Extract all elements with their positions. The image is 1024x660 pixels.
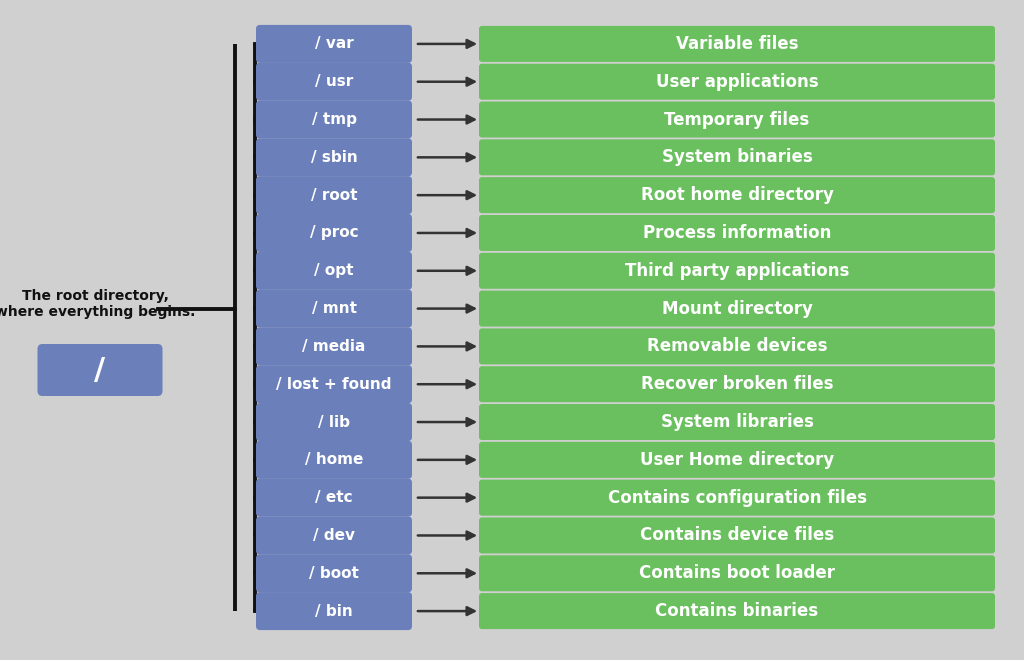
Text: / etc: / etc — [315, 490, 353, 505]
Text: Mount directory: Mount directory — [662, 300, 812, 317]
Text: / tmp: / tmp — [311, 112, 356, 127]
Text: / mnt: / mnt — [311, 301, 356, 316]
Text: / lib: / lib — [318, 414, 350, 430]
FancyBboxPatch shape — [479, 102, 995, 137]
FancyBboxPatch shape — [479, 366, 995, 402]
Text: / opt: / opt — [314, 263, 353, 279]
FancyBboxPatch shape — [256, 478, 412, 517]
FancyBboxPatch shape — [38, 344, 163, 396]
Text: Temporary files: Temporary files — [665, 110, 810, 129]
FancyBboxPatch shape — [256, 100, 412, 139]
FancyBboxPatch shape — [256, 327, 412, 366]
FancyBboxPatch shape — [479, 404, 995, 440]
Text: / bin: / bin — [315, 604, 353, 618]
Text: Contains binaries: Contains binaries — [655, 602, 818, 620]
Text: / usr: / usr — [314, 74, 353, 89]
Text: / proc: / proc — [309, 226, 358, 240]
FancyBboxPatch shape — [256, 592, 412, 630]
Text: Contains boot loader: Contains boot loader — [639, 564, 835, 582]
FancyBboxPatch shape — [479, 517, 995, 554]
Text: / var: / var — [314, 36, 353, 51]
Text: Removable devices: Removable devices — [647, 337, 827, 355]
FancyBboxPatch shape — [256, 25, 412, 63]
FancyBboxPatch shape — [256, 251, 412, 290]
Text: Process information: Process information — [643, 224, 831, 242]
FancyBboxPatch shape — [256, 63, 412, 101]
FancyBboxPatch shape — [256, 441, 412, 479]
Text: Contains device files: Contains device files — [640, 527, 835, 544]
FancyBboxPatch shape — [256, 139, 412, 176]
FancyBboxPatch shape — [479, 177, 995, 213]
Text: System binaries: System binaries — [662, 148, 812, 166]
Text: Root home directory: Root home directory — [641, 186, 834, 204]
FancyBboxPatch shape — [479, 329, 995, 364]
Text: Third party applications: Third party applications — [625, 262, 849, 280]
FancyBboxPatch shape — [256, 214, 412, 252]
FancyBboxPatch shape — [256, 290, 412, 327]
FancyBboxPatch shape — [479, 64, 995, 100]
Text: / dev: / dev — [313, 528, 355, 543]
Text: Contains configuration files: Contains configuration files — [607, 488, 866, 507]
FancyBboxPatch shape — [479, 215, 995, 251]
Text: / media: / media — [302, 339, 366, 354]
Text: / sbin: / sbin — [310, 150, 357, 165]
FancyBboxPatch shape — [479, 442, 995, 478]
FancyBboxPatch shape — [256, 517, 412, 554]
Text: / home: / home — [305, 452, 364, 467]
Text: / boot: / boot — [309, 566, 359, 581]
FancyBboxPatch shape — [256, 365, 412, 403]
FancyBboxPatch shape — [479, 253, 995, 289]
FancyBboxPatch shape — [479, 290, 995, 327]
FancyBboxPatch shape — [479, 26, 995, 62]
FancyBboxPatch shape — [256, 403, 412, 441]
Text: System libraries: System libraries — [660, 413, 813, 431]
FancyBboxPatch shape — [479, 480, 995, 515]
FancyBboxPatch shape — [479, 555, 995, 591]
FancyBboxPatch shape — [256, 176, 412, 214]
Text: Variable files: Variable files — [676, 35, 799, 53]
Text: Recover broken files: Recover broken files — [641, 376, 834, 393]
FancyBboxPatch shape — [479, 593, 995, 629]
Text: / lost + found: / lost + found — [276, 377, 392, 392]
FancyBboxPatch shape — [256, 554, 412, 592]
Text: User Home directory: User Home directory — [640, 451, 835, 469]
FancyBboxPatch shape — [479, 139, 995, 176]
Text: The root directory,
where everything begins.: The root directory, where everything beg… — [0, 289, 196, 319]
Text: User applications: User applications — [655, 73, 818, 90]
Text: / root: / root — [310, 187, 357, 203]
Text: /: / — [94, 356, 105, 385]
